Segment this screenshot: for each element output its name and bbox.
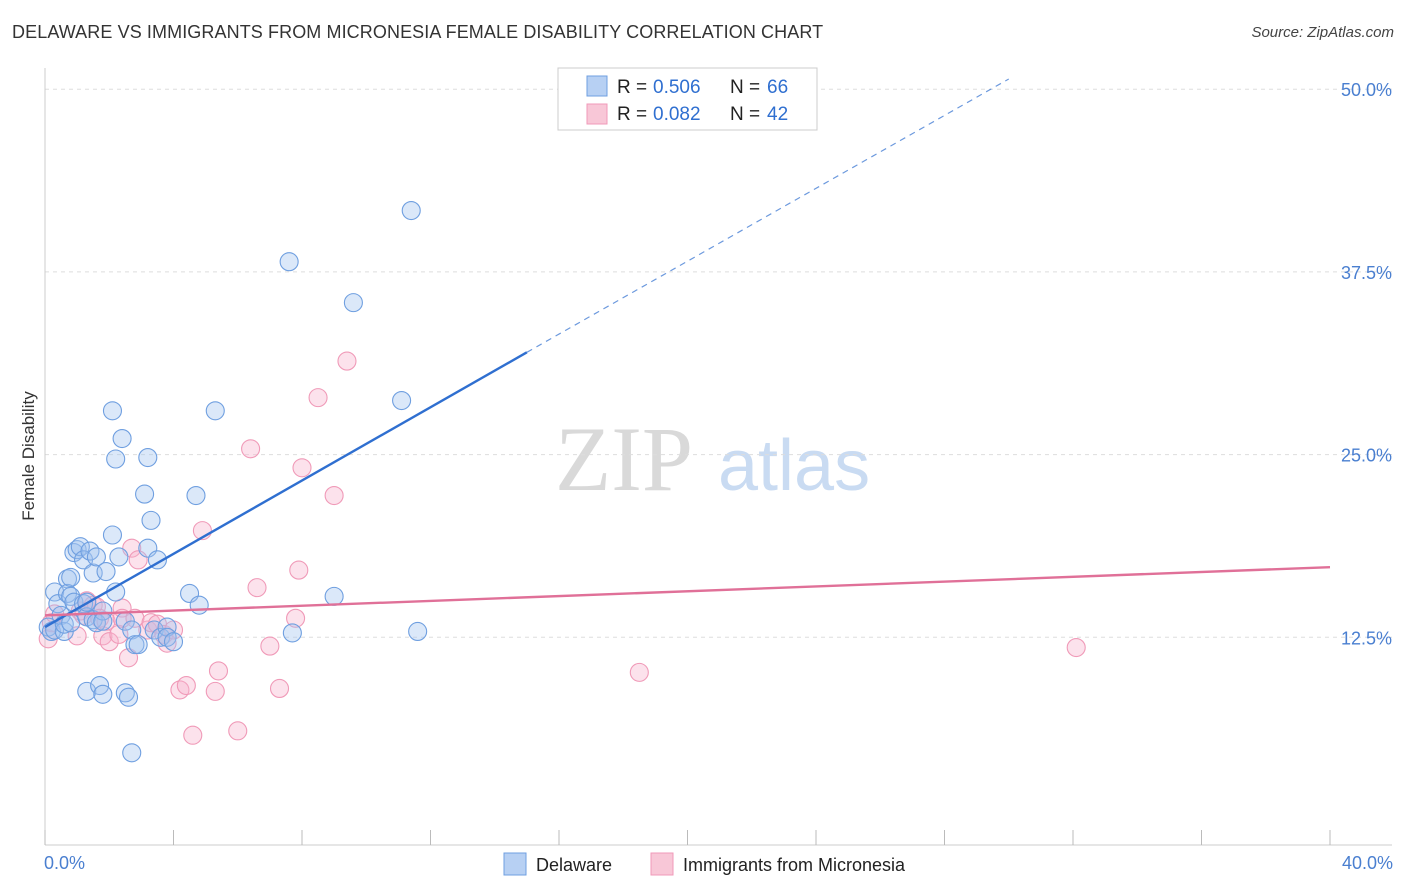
point-delaware-58 [205,401,225,421]
y-axis-label: Female Disability [19,391,38,521]
stats-swatch-delaware [586,75,608,97]
trend-line-micronesia [44,565,1331,617]
trend-line-delaware [44,351,528,629]
trend-line-delaware-extension [526,78,1010,353]
point-delaware-59 [279,252,299,272]
point-delaware-29 [93,611,113,631]
stats-n-label-delaware: N = [730,77,760,98]
chart-source: Source: ZipAtlas.com [1251,24,1394,41]
point-delaware-26 [86,547,106,567]
stats-r-value-micronesia: 0.082 [653,104,701,125]
point-micronesia-34 [247,578,267,598]
x-tick-label-1: 40.0% [1342,853,1393,873]
point-delaware-65 [408,621,428,642]
watermark: ZIP atlas [555,408,870,510]
point-micronesia-43 [629,662,649,682]
point-delaware-61 [324,586,344,606]
stats-swatch-micronesia [586,103,608,125]
point-delaware-44 [128,635,148,655]
axes [44,68,1392,846]
point-micronesia-30 [205,681,225,701]
point-micronesia-41 [324,485,344,506]
point-delaware-48 [141,510,161,530]
series-delaware-points [38,200,428,763]
y-tick-label-1: 25.0% [1341,446,1392,466]
point-micronesia-44 [1066,637,1086,658]
point-delaware-57 [189,595,209,615]
point-micronesia-12 [99,632,119,652]
point-delaware-46 [138,447,158,468]
point-micronesia-40 [308,388,328,408]
point-delaware-42 [122,743,142,763]
point-delaware-20 [77,681,97,701]
point-micronesia-36 [269,678,290,699]
point-delaware-28 [93,601,113,621]
point-delaware-62 [343,293,363,313]
point-delaware-37 [112,428,132,449]
stats-n-value-micronesia: 42 [767,104,788,125]
point-micronesia-27 [176,675,196,696]
watermark-zip: ZIP [555,408,693,510]
grid-lines [45,88,1392,638]
stats-n-value-delaware: 66 [767,77,788,98]
stats-r-value-delaware: 0.506 [653,77,701,98]
tick-labels: 12.5% 25.0% 37.5% 50.0% 0.0% 40.0% [44,80,1393,873]
series-legend: Delaware Immigrants from Micronesia [503,852,906,876]
stats-r-label-delaware: R = [617,77,647,98]
point-delaware-51 [151,627,171,647]
point-micronesia-38 [289,560,309,580]
point-micronesia-33 [241,439,261,459]
watermark-atlas: atlas [718,426,870,506]
point-micronesia-42 [337,351,357,371]
stats-r-label-micronesia: R = [617,104,647,125]
point-delaware-40 [118,687,139,707]
point-delaware-30 [93,684,113,704]
point-delaware-34 [106,449,126,469]
point-delaware-12 [61,567,81,587]
point-micronesia-35 [260,636,280,656]
legend-label-delaware: Delaware [536,855,612,875]
point-delaware-54 [163,632,184,652]
legend-label-micronesia: Immigrants from Micronesia [683,855,906,875]
point-micronesia-39 [292,458,312,478]
chart-title: DELAWARE VS IMMIGRANTS FROM MICRONESIA F… [12,22,824,42]
y-tick-label-2: 37.5% [1341,263,1392,283]
point-delaware-56 [186,485,206,506]
point-delaware-32 [102,525,123,545]
point-delaware-33 [102,401,123,421]
point-delaware-64 [401,200,421,221]
point-delaware-36 [109,547,129,567]
point-delaware-31 [96,561,116,582]
point-micronesia-32 [228,721,248,741]
legend-swatch-micronesia [650,852,674,876]
point-micronesia-37 [286,608,306,628]
legend-swatch-delaware [503,852,527,876]
point-delaware-45 [135,484,155,504]
y-tick-label-0: 12.5% [1341,628,1392,648]
point-micronesia-31 [208,661,229,681]
x-tick-label-0: 0.0% [44,853,85,873]
point-micronesia-28 [183,725,203,745]
stats-legend: R = 0.506 N = 66 R = 0.082 N = 42 [557,67,818,131]
point-delaware-63 [392,390,412,411]
trend-lines [44,78,1331,629]
y-tick-label-3: 50.0% [1341,80,1392,100]
point-delaware-60 [282,623,302,643]
stats-n-label-micronesia: N = [730,104,760,125]
